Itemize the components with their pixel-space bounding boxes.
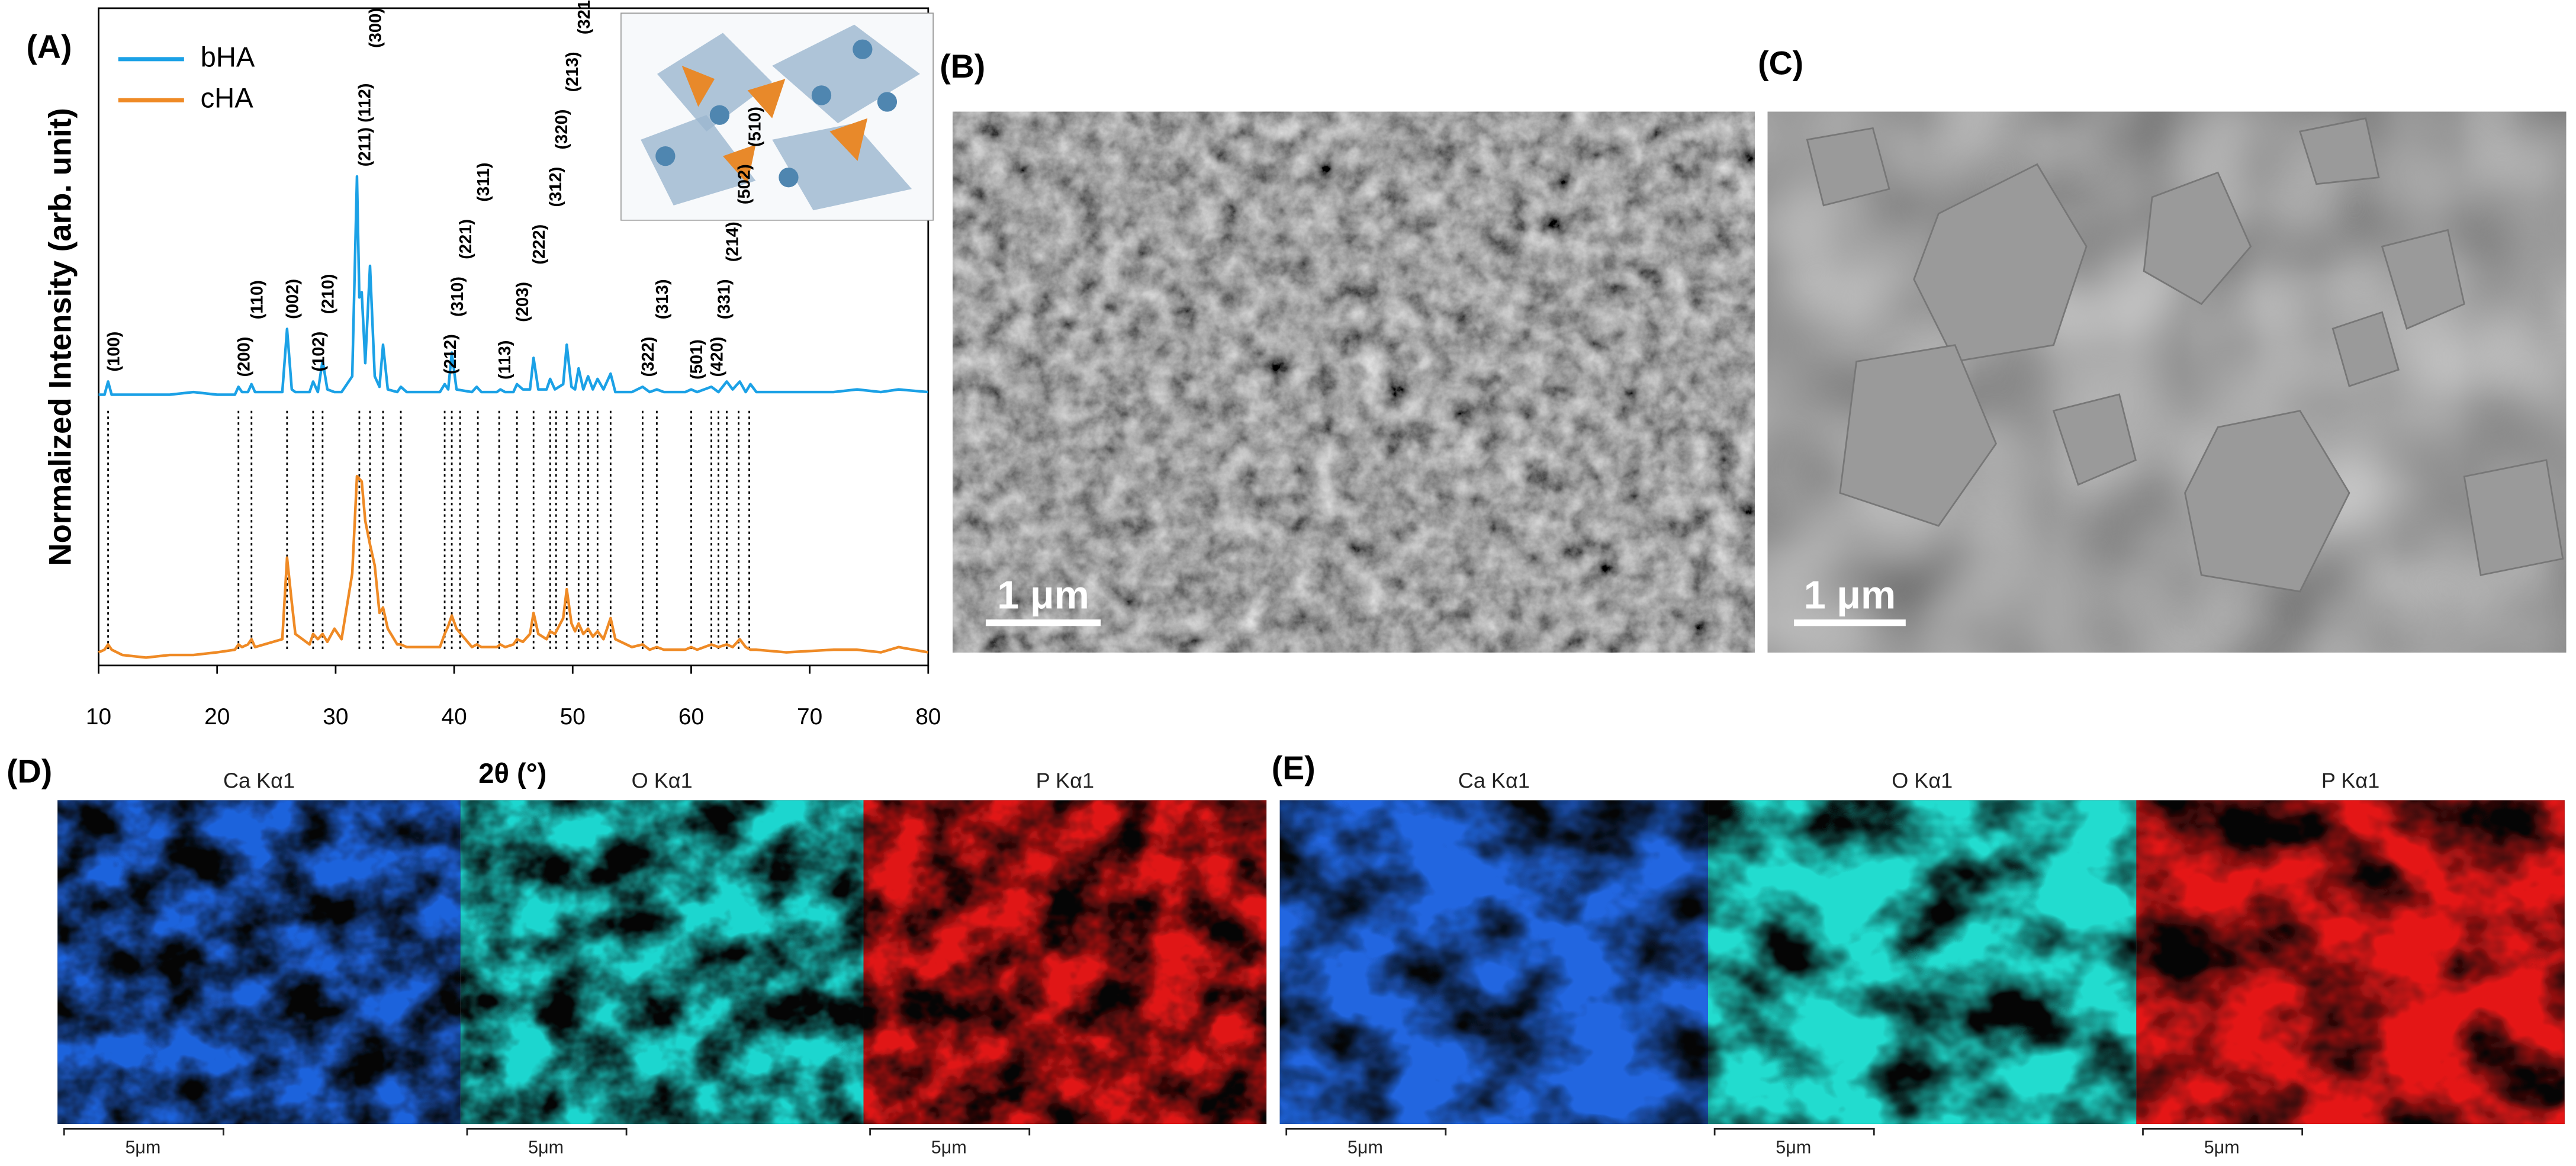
sem-panel: 1 μm (953, 111, 1755, 653)
hkl-label: (320) (552, 110, 571, 150)
hkl-label: (420) (707, 337, 726, 377)
y-axis-label: Normalized Intensity (arb. unit) (43, 108, 78, 566)
panel-label: (E) (1272, 750, 1316, 786)
legend-label: cHA (201, 82, 254, 114)
hkl-label: (300) (366, 8, 385, 48)
hkl-label: (322) (639, 337, 658, 377)
x-tick-label: 60 (678, 704, 704, 730)
hkl-label: (510) (745, 107, 764, 147)
hkl-label: (310) (448, 277, 467, 317)
hkl-label: (210) (319, 274, 338, 314)
hkl-label: (222) (530, 224, 549, 265)
hkl-label: (203) (513, 282, 532, 322)
x-tick-label: 50 (560, 704, 586, 730)
scale-bar-label: 5μm (931, 1138, 967, 1158)
xrd-chart: Normalized Intensity (arb. unit) 2θ (°) … (43, 0, 941, 789)
eds-map (1279, 800, 1709, 1124)
plot-frame (98, 7, 930, 667)
hkl-label: (002) (284, 279, 303, 319)
hkl-label: (212) (441, 334, 460, 374)
panel-label: (A) (26, 28, 72, 65)
hkl-label: (113) (496, 341, 514, 380)
element-label: O Kα1 (632, 768, 693, 792)
x-tick-label: 40 (441, 704, 467, 730)
element-label: Ca Kα1 (1458, 768, 1530, 792)
eds-map (1708, 800, 2137, 1124)
element-label: Ca Kα1 (223, 768, 295, 792)
hkl-label: (501) (687, 339, 706, 380)
hkl-label: (102) (310, 332, 329, 372)
hkl-label: (221) (456, 219, 475, 259)
element-label: P Kα1 (2321, 768, 2379, 792)
scale-bar-label: 1 μm (1804, 574, 1896, 618)
hkl-label: (211) (112) (356, 83, 375, 166)
panel-label: (D) (7, 753, 52, 790)
legend-label: bHA (201, 41, 255, 72)
hkl-label: (502) (735, 164, 754, 204)
series-line (98, 474, 929, 659)
panel-label: (C) (1758, 45, 1803, 82)
hkl-label: (321) (575, 0, 594, 34)
hkl-label: (311) (474, 162, 493, 201)
scale-bar-label: 1 μm (997, 574, 1089, 618)
hkl-label: (110) (248, 280, 267, 319)
scale-bar (869, 1128, 1031, 1136)
sem-panel: 1 μm (1767, 111, 2567, 653)
x-tick-label: 10 (86, 704, 111, 730)
scale-bar (1713, 1128, 1875, 1136)
hkl-label: (214) (723, 221, 742, 262)
scale-bar-label: 5μm (2204, 1138, 2240, 1158)
x-tick-label: 70 (797, 704, 822, 730)
hkl-label: (200) (235, 337, 254, 377)
x-tick-label: 30 (323, 704, 348, 730)
eds-map (460, 800, 864, 1124)
crystals (1806, 117, 2564, 593)
scale-bar (63, 1128, 224, 1136)
hkl-label: (331) (715, 279, 734, 319)
scale-bar-label: 5μm (1776, 1138, 1811, 1158)
panel-label: (B) (940, 48, 985, 85)
scale-bar-label: 5μm (528, 1138, 564, 1158)
hkl-label: (213) (563, 52, 582, 92)
eds-map (863, 800, 1267, 1124)
x-axis-label: 2θ (°) (478, 757, 546, 789)
scale-bar (2142, 1128, 2304, 1136)
x-tick-label: 80 (915, 704, 941, 730)
hkl-label: (313) (653, 279, 672, 319)
scale-bar-label: 5μm (1348, 1138, 1383, 1158)
hkl-label: (100) (104, 332, 123, 372)
element-label: P Kα1 (1036, 768, 1094, 792)
series-line (98, 175, 929, 396)
scale-bar (466, 1128, 628, 1136)
scale-bar-label: 5μm (125, 1138, 160, 1158)
x-tick-label: 20 (204, 704, 230, 730)
eds-maps: Ca Kα1 5μm O Kα1 5μm P Kα1 5μm Ca Kα1 5μm O Kα1 5… (57, 768, 2565, 1158)
eds-map (2136, 800, 2565, 1124)
scale-bar (1285, 1128, 1447, 1136)
eds-map (57, 800, 461, 1124)
crystal-inset (620, 12, 934, 221)
sem-image (953, 111, 1755, 653)
element-label: O Kα1 (1892, 768, 1953, 792)
hkl-label: (312) (546, 167, 565, 207)
